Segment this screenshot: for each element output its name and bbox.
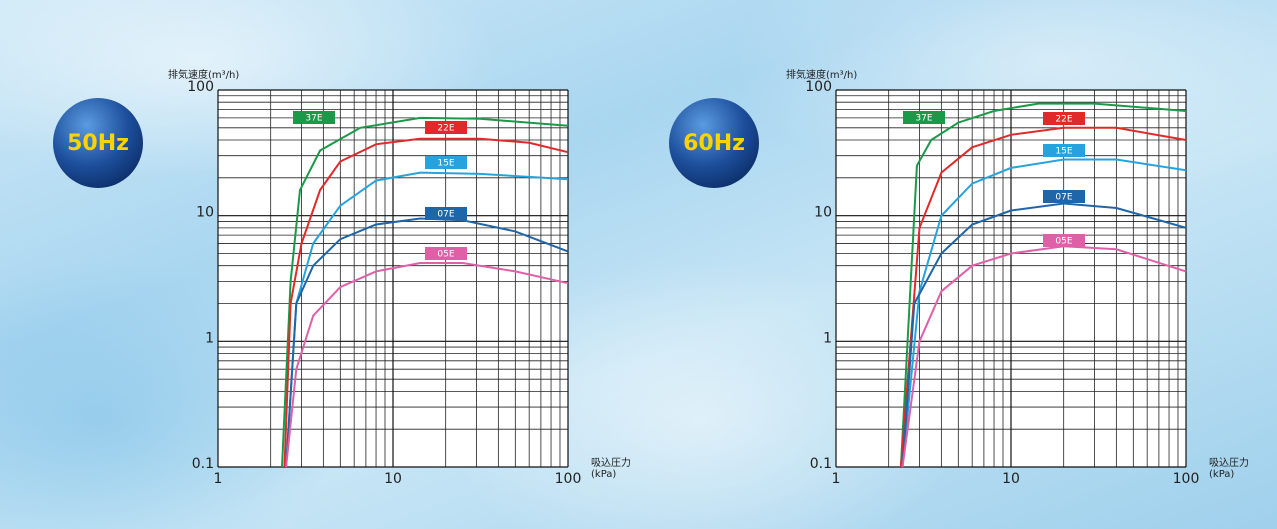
y-tick-label: 1 [205, 330, 214, 346]
series-tag-label: 05E [437, 250, 454, 260]
x-tick-label: 10 [1002, 471, 1020, 487]
x-axis-label: 吸込圧力 [1209, 456, 1249, 469]
series-tag-label: 05E [1055, 237, 1072, 247]
series-tag-label: 37E [305, 114, 322, 124]
x-tick-label: 100 [555, 471, 582, 487]
series-tag-label: 15E [437, 159, 454, 169]
series-tag-label: 22E [437, 124, 454, 134]
series-tag-label: 07E [1055, 193, 1072, 203]
x-tick-label: 100 [1173, 471, 1200, 487]
x-axis-label: (kPa) [1209, 469, 1234, 480]
series-tag-label: 15E [1055, 147, 1072, 157]
y-tick-label: 0.1 [810, 456, 832, 472]
y-tick-label: 100 [805, 79, 832, 95]
x-tick-label: 1 [214, 471, 223, 487]
y-axis-label: 排気速度(m³/h) [786, 68, 857, 81]
y-tick-label: 1 [823, 330, 832, 346]
series-tag-label: 22E [1055, 115, 1072, 125]
y-tick-label: 10 [814, 205, 832, 221]
x-tick-label: 1 [832, 471, 841, 487]
x-tick-label: 10 [384, 471, 402, 487]
y-tick-label: 0.1 [192, 456, 214, 472]
y-tick-label: 100 [187, 79, 214, 95]
y-tick-label: 10 [196, 205, 214, 221]
page: 1101000.1110100排気速度(m³/h)吸込圧力(kPa)37E22E… [0, 0, 1277, 529]
chart-title: 50Hz [67, 131, 129, 156]
x-axis-label: (kPa) [591, 469, 616, 480]
y-axis-label: 排気速度(m³/h) [168, 68, 239, 81]
series-tag-label: 37E [915, 114, 932, 124]
series-tag-label: 07E [437, 210, 454, 220]
x-axis-label: 吸込圧力 [591, 456, 631, 469]
chart-title: 60Hz [683, 131, 745, 156]
